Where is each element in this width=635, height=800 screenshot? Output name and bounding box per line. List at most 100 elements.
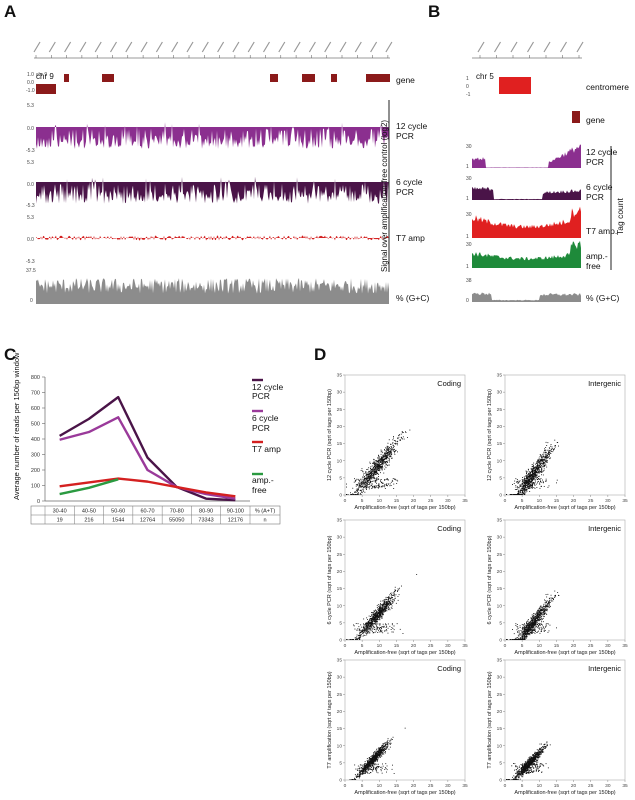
- scatter-point: [363, 488, 365, 490]
- scatter-point: [525, 485, 526, 487]
- scatter-point: [517, 488, 519, 490]
- scatter-point: [523, 493, 525, 495]
- scatter-point: [384, 606, 386, 608]
- scatter-point: [527, 634, 529, 635]
- scatter-point: [402, 432, 404, 433]
- scatter-xtick-label: 5: [361, 498, 364, 504]
- scatter-point: [374, 465, 376, 467]
- scatter-point: [371, 624, 373, 626]
- scatter-point: [543, 630, 545, 632]
- signal-area: [36, 122, 389, 149]
- scatter-point: [385, 748, 387, 750]
- scatter-point: [370, 469, 372, 471]
- scatter-point: [378, 750, 380, 752]
- scatter-point: [541, 457, 542, 459]
- scatter-point: [385, 458, 387, 460]
- scatter-point: [357, 490, 358, 492]
- scatter-point: [390, 629, 392, 630]
- scatter-point: [380, 616, 382, 617]
- scatter-point: [521, 483, 523, 485]
- scatter-point: [365, 768, 367, 770]
- scatter-xlabel: Amplification-free (sqrt of tags per 150…: [354, 505, 455, 511]
- scatter-point: [376, 748, 377, 750]
- scatter-point: [533, 466, 535, 468]
- scatter-point: [359, 764, 361, 766]
- scatter-point: [356, 638, 358, 639]
- scatter-point: [540, 614, 542, 616]
- scatter-point: [387, 623, 389, 625]
- scatter-point: [369, 471, 371, 473]
- scatter-point: [523, 624, 525, 626]
- scatter-point: [394, 586, 396, 588]
- scatter-point: [373, 469, 375, 471]
- scatter-point: [540, 462, 542, 464]
- scatter-point: [386, 455, 387, 456]
- scatter-point: [387, 608, 389, 610]
- scatter-point: [378, 614, 380, 616]
- scatter-point: [363, 490, 364, 492]
- scatter-point: [391, 452, 392, 454]
- scatter-point: [372, 473, 374, 475]
- scatter-point: [353, 779, 355, 780]
- scatter-point: [530, 473, 532, 475]
- scatter-point: [530, 622, 532, 624]
- scatter-point: [399, 628, 401, 630]
- scatter-point: [383, 601, 385, 603]
- scatter-point: [533, 465, 534, 467]
- scale-label: 0: [466, 298, 469, 304]
- scatter-point: [394, 589, 396, 591]
- scatter-point: [379, 627, 381, 628]
- scatter-point: [543, 453, 545, 455]
- scatter-point: [545, 602, 547, 604]
- scatter-point: [554, 596, 555, 598]
- scatter-point: [521, 624, 523, 625]
- ruler-tick-label: [217, 41, 225, 53]
- scatter-point: [381, 611, 383, 613]
- scatter-point: [373, 615, 375, 617]
- panel-a-ruler-ticks: [33, 41, 393, 58]
- scatter-point: [375, 625, 377, 627]
- scatter-point: [381, 755, 383, 757]
- scatter-point: [374, 755, 376, 757]
- scatter-point: [529, 474, 531, 476]
- scatter-point: [382, 463, 384, 465]
- scatter-point: [359, 638, 361, 639]
- scatter-point: [539, 466, 541, 468]
- scatter-point: [387, 601, 389, 602]
- scatter-point: [541, 460, 543, 462]
- scatter-point: [384, 484, 385, 486]
- scatter-point: [366, 759, 368, 761]
- scatter-point: [525, 628, 527, 630]
- scatter-point: [517, 493, 519, 495]
- scatter-point: [384, 607, 386, 609]
- scatter-ytick-label: 35: [337, 658, 343, 664]
- scatter-point: [385, 627, 387, 628]
- scale-label: 30: [466, 144, 472, 150]
- scatter-point: [385, 609, 387, 611]
- scatter-point: [380, 469, 382, 471]
- scatter-point: [386, 445, 388, 447]
- scatter-point: [378, 751, 379, 752]
- scatter-point: [378, 613, 380, 615]
- scatter-point: [537, 617, 538, 618]
- scatter-point: [374, 467, 376, 469]
- scatter-point: [539, 614, 541, 616]
- scatter-point: [373, 626, 375, 628]
- scatter-point: [381, 459, 383, 461]
- scatter-point: [380, 451, 382, 453]
- scatter-point: [386, 457, 388, 459]
- signal-area: [36, 278, 389, 304]
- scatter-point: [381, 482, 383, 484]
- scatter-point: [360, 485, 362, 487]
- scatter-point: [381, 748, 383, 750]
- scatter-point: [364, 491, 366, 493]
- scatter-point: [525, 478, 527, 480]
- scatter-point: [366, 765, 368, 766]
- scatter-point: [383, 747, 385, 749]
- scatter-point: [374, 757, 376, 758]
- scatter-point: [370, 475, 372, 477]
- scatter-point: [361, 488, 363, 490]
- scatter-point: [358, 483, 360, 485]
- scatter-point: [539, 454, 541, 455]
- scatter-point: [545, 456, 547, 458]
